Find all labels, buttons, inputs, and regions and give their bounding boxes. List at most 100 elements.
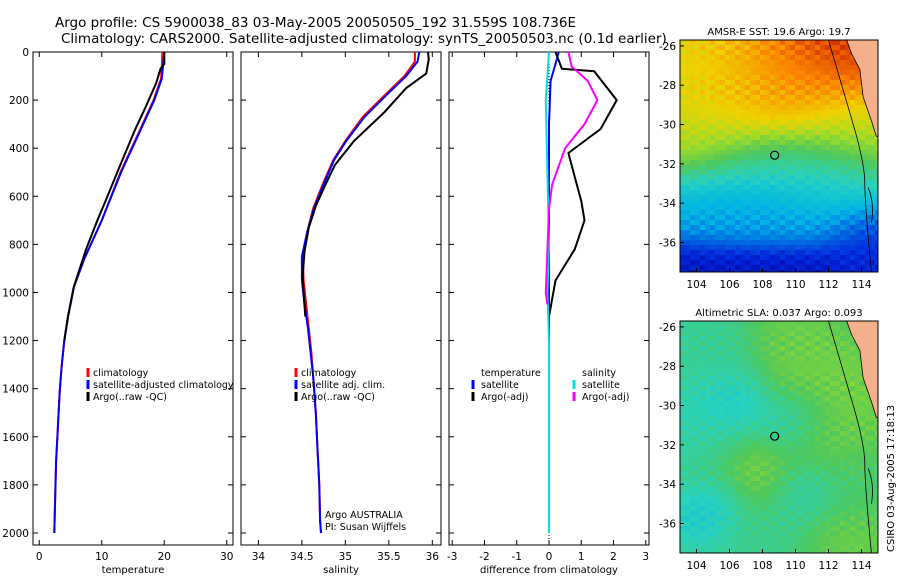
map-cell bbox=[865, 255, 871, 261]
map-cell bbox=[785, 120, 791, 126]
map-cell bbox=[735, 456, 741, 462]
map-cell bbox=[740, 511, 746, 517]
map-cell bbox=[785, 351, 791, 357]
map-cell bbox=[850, 366, 856, 372]
map-cell bbox=[695, 421, 701, 427]
map-cell bbox=[855, 160, 861, 166]
map-cell bbox=[825, 175, 831, 181]
map-cell bbox=[815, 441, 821, 447]
map-cell bbox=[735, 436, 741, 442]
map-cell bbox=[790, 436, 796, 442]
map-cell bbox=[760, 486, 766, 492]
map-cell bbox=[875, 195, 878, 201]
map-cell bbox=[745, 210, 751, 216]
map-cell bbox=[730, 160, 736, 166]
map-cell bbox=[680, 446, 686, 452]
map-cell bbox=[855, 481, 861, 487]
map-cell bbox=[710, 40, 716, 46]
map-cell bbox=[840, 240, 846, 246]
map-cell bbox=[735, 225, 741, 231]
map-cell bbox=[835, 65, 841, 71]
map-cell bbox=[845, 80, 851, 86]
map-cell bbox=[830, 170, 836, 176]
map-cell bbox=[805, 366, 811, 372]
map-cell bbox=[815, 80, 821, 86]
map-cell bbox=[735, 75, 741, 81]
map-cell bbox=[810, 70, 816, 76]
map-cell bbox=[835, 416, 841, 422]
map-cell bbox=[760, 215, 766, 221]
map-cell bbox=[800, 461, 806, 467]
map-cell bbox=[700, 165, 706, 171]
map-cell bbox=[860, 235, 866, 241]
map-cell bbox=[695, 461, 701, 467]
map-cell bbox=[815, 541, 821, 547]
map-cell bbox=[770, 55, 776, 61]
map-cell bbox=[745, 125, 751, 131]
map-cell bbox=[785, 431, 791, 437]
x-tick-label: 35.5 bbox=[377, 551, 400, 563]
map-cell bbox=[755, 200, 761, 206]
map-cell bbox=[795, 466, 801, 472]
map-cell bbox=[735, 331, 741, 337]
map-cell bbox=[780, 521, 786, 527]
map-cell bbox=[820, 185, 826, 191]
map-cell bbox=[725, 346, 731, 352]
map-cell bbox=[860, 250, 866, 256]
map-cell bbox=[735, 195, 741, 201]
map-cell bbox=[765, 446, 771, 452]
map-cell bbox=[815, 486, 821, 492]
map-cell bbox=[850, 346, 856, 352]
map-cell bbox=[690, 120, 696, 126]
map-cell bbox=[685, 170, 691, 176]
map-cell bbox=[870, 270, 876, 272]
map-cell bbox=[830, 391, 836, 397]
map-cell bbox=[750, 185, 756, 191]
map-cell bbox=[780, 90, 786, 96]
map-cell bbox=[795, 255, 801, 261]
map-cell bbox=[760, 70, 766, 76]
map-cell bbox=[715, 160, 721, 166]
map-cell bbox=[820, 125, 826, 131]
map-cell bbox=[740, 421, 746, 427]
map-cell bbox=[810, 376, 816, 382]
map-cell bbox=[710, 501, 716, 507]
map-cell bbox=[800, 255, 806, 261]
map-cell bbox=[825, 250, 831, 256]
map-cell bbox=[780, 55, 786, 61]
map-cell bbox=[825, 40, 831, 46]
map-cell bbox=[695, 521, 701, 527]
map-cell bbox=[800, 546, 806, 552]
map-cell bbox=[710, 135, 716, 141]
map-cell bbox=[685, 521, 691, 527]
map-cell bbox=[745, 336, 751, 342]
map-cell bbox=[840, 526, 846, 532]
map-cell bbox=[780, 170, 786, 176]
map-cell bbox=[840, 541, 846, 547]
map-cell bbox=[740, 70, 746, 76]
map-cell bbox=[860, 220, 866, 226]
map-cell bbox=[805, 456, 811, 462]
map-cell bbox=[840, 396, 846, 402]
map-cell bbox=[865, 215, 871, 221]
map-cell bbox=[715, 115, 721, 121]
map-cell bbox=[790, 270, 796, 272]
map-cell bbox=[785, 366, 791, 372]
map-cell bbox=[715, 401, 721, 407]
map-cell bbox=[815, 381, 821, 387]
map-cell bbox=[725, 135, 731, 141]
map-cell bbox=[785, 491, 791, 497]
map-cell bbox=[685, 501, 691, 507]
annotation-line1: Argo AUSTRALIA bbox=[325, 510, 403, 521]
map-cell bbox=[825, 225, 831, 231]
map-cell bbox=[685, 516, 691, 522]
map-cell bbox=[840, 391, 846, 397]
map-cell bbox=[780, 155, 786, 161]
map-cell bbox=[835, 466, 841, 472]
map-cell bbox=[825, 496, 831, 502]
map-cell bbox=[835, 411, 841, 417]
map-cell bbox=[750, 210, 756, 216]
map-x-tick-label: 114 bbox=[851, 279, 871, 291]
map-cell bbox=[710, 441, 716, 447]
map-cell bbox=[860, 120, 866, 126]
